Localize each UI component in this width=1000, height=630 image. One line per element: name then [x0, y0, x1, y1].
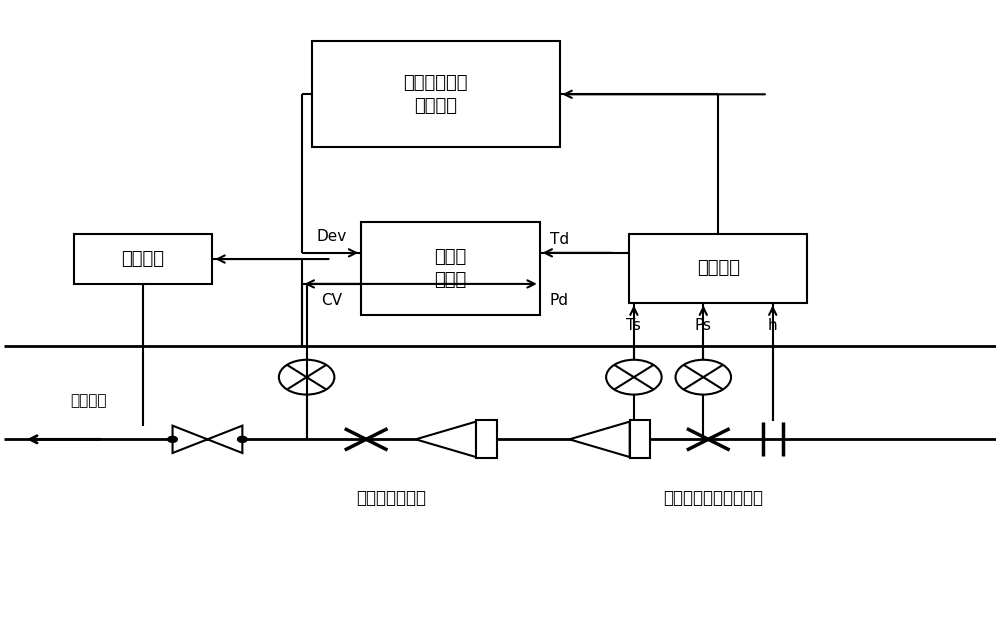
Text: 执行机构: 执行机构: [122, 250, 165, 268]
Text: CV: CV: [321, 293, 342, 308]
Bar: [361, 222, 540, 315]
Polygon shape: [173, 426, 207, 453]
Bar: [312, 42, 560, 147]
Bar: [630, 420, 650, 458]
Text: Pd: Pd: [550, 293, 569, 308]
Text: h: h: [768, 318, 778, 333]
Bar: [476, 420, 497, 458]
Text: 入口温度、压力、差压: 入口温度、压力、差压: [663, 489, 763, 507]
Text: 防喘振阀: 防喘振阀: [70, 393, 107, 408]
Text: Td: Td: [550, 232, 569, 246]
Bar: [629, 234, 807, 302]
Polygon shape: [416, 421, 476, 457]
Text: 出口压力、温度: 出口压力、温度: [356, 489, 426, 507]
Circle shape: [168, 437, 177, 442]
Polygon shape: [569, 421, 630, 457]
Circle shape: [238, 437, 247, 442]
Text: Ps: Ps: [695, 318, 712, 333]
Text: 标准流量: 标准流量: [697, 260, 740, 277]
Polygon shape: [207, 426, 242, 453]
Bar: [74, 234, 212, 284]
Text: Dev: Dev: [316, 229, 347, 244]
Text: 防喘振
调节器: 防喘振 调节器: [434, 248, 467, 289]
Text: Ts: Ts: [626, 318, 641, 333]
Text: 动态防喘振线
发生函数: 动态防喘振线 发生函数: [403, 74, 468, 115]
